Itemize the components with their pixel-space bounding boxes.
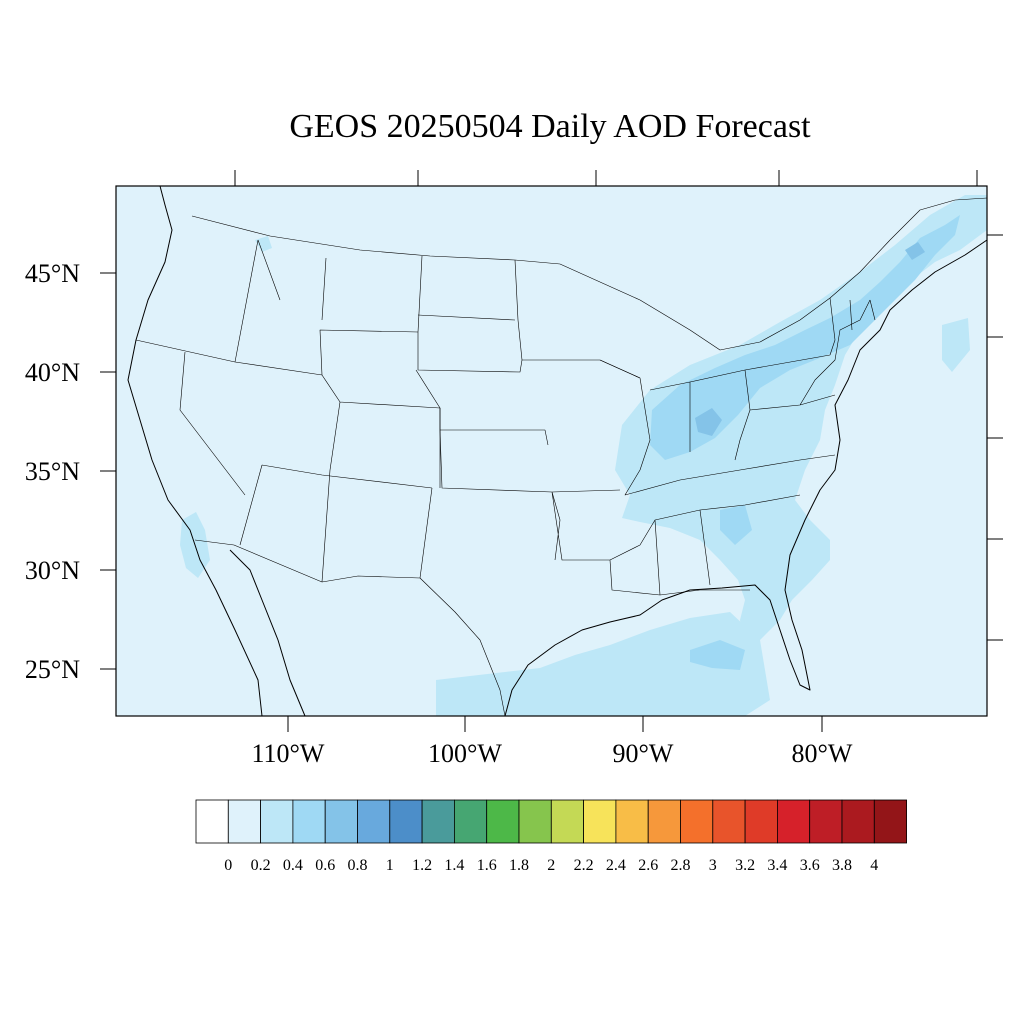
colorbar-swatch (744, 799, 778, 844)
gulf-aod-plume (436, 612, 770, 716)
colorbar-tick-label: 0.8 (348, 857, 368, 874)
colorbar-swatch (647, 799, 681, 844)
gulf-core-aod-plume (690, 640, 745, 670)
colorbar-tick-label: 0.6 (315, 857, 335, 874)
colorbar-swatch (777, 799, 811, 844)
latitude-labels: 45°N 40°N 35°N 30°N 25°N (25, 259, 80, 684)
colorbar-tick-label: 4 (870, 857, 878, 874)
colorbar-swatch (583, 799, 617, 844)
lat-label: 35°N (25, 457, 80, 486)
colorbar-swatch (486, 799, 520, 844)
map-background (116, 186, 987, 716)
lon-label: 100°W (428, 739, 502, 768)
carolina-aod-patch (720, 505, 752, 545)
colorbar-tick-label: 1.8 (509, 857, 529, 874)
colorbar-tick-label: 0 (224, 857, 232, 874)
lon-label: 80°W (792, 739, 853, 768)
colorbar-swatch (712, 799, 746, 844)
colorbar-swatch (615, 799, 649, 844)
western-state-lines (135, 239, 441, 583)
northeast-aod-core (905, 242, 925, 260)
colorbar-swatch (389, 799, 423, 844)
colorbar-swatch (292, 799, 326, 844)
colorbar-swatch (195, 799, 229, 844)
lon-label: 90°W (613, 739, 674, 768)
peak-aod-core (695, 408, 722, 436)
colorbar-tick-label: 2.6 (638, 857, 658, 874)
plains-aod-patch (255, 236, 272, 252)
colorbar-tick-label: 3.2 (735, 857, 755, 874)
longitude-labels: 110°W 100°W 90°W 80°W (252, 739, 853, 768)
state-boundaries (127, 185, 988, 717)
colorbar-tick-label: 1 (386, 857, 394, 874)
colorbar-swatch (680, 799, 714, 844)
colorbar-tick-label: 0.2 (251, 857, 271, 874)
colorbar-tick-label: 0.4 (283, 857, 303, 874)
map-frame (115, 185, 988, 717)
canada-border (191, 197, 988, 351)
colorbar-swatch (260, 799, 294, 844)
colorbar-tick-label: 1.2 (412, 857, 432, 874)
lat-label: 25°N (25, 655, 80, 684)
atlantic-aod-patch (942, 318, 970, 372)
colorbar-swatch (357, 799, 391, 844)
colorbar-tick-label: 1.4 (444, 857, 464, 874)
ohio-valley-aod-plume (650, 215, 960, 460)
colorbar-tick-label: 1.6 (477, 857, 497, 874)
lon-label: 110°W (252, 739, 325, 768)
colorbar-swatch (324, 799, 358, 844)
lat-label: 30°N (25, 556, 80, 585)
colorbar-tick-label: 2.4 (606, 857, 626, 874)
axis-ticks (100, 170, 1003, 732)
colorbar-swatch (227, 799, 262, 844)
colorbar-tick-label: 2.8 (671, 857, 691, 874)
colorbar-swatch (809, 799, 843, 844)
colorbar-swatch (518, 799, 552, 844)
colorbar-swatch (841, 799, 875, 844)
colorbar-tick-label: 2 (547, 857, 555, 874)
colorbar-tick-label: 3.8 (832, 857, 852, 874)
colorbar-tick-label: 3.6 (800, 857, 820, 874)
aod-colorbar (195, 799, 907, 844)
colorbar-swatch (873, 799, 907, 844)
aod-colorbar-labels: 0 0.2 0.4 0.6 0.8 1 1.2 1.4 1.6 1.8 2 2.2 2.4 2.6 2.8 3… (224, 857, 878, 874)
lat-label: 40°N (25, 358, 80, 387)
colorbar-tick-label: 3.4 (767, 857, 787, 874)
colorbar-swatch (453, 799, 488, 844)
map-title: GEOS 20250504 Daily AOD Forecast (289, 108, 811, 145)
lat-label: 45°N (25, 259, 80, 288)
central-state-lines (415, 259, 801, 596)
colorbar-tick-label: 2.2 (574, 857, 594, 874)
eastern-state-lines (599, 297, 876, 496)
colorbar-tick-label: 3 (709, 857, 717, 874)
colorbar-swatch (421, 799, 455, 844)
us-coastline (127, 185, 988, 717)
colorbar-swatch (550, 799, 584, 844)
eastern-aod-plume (615, 195, 987, 650)
